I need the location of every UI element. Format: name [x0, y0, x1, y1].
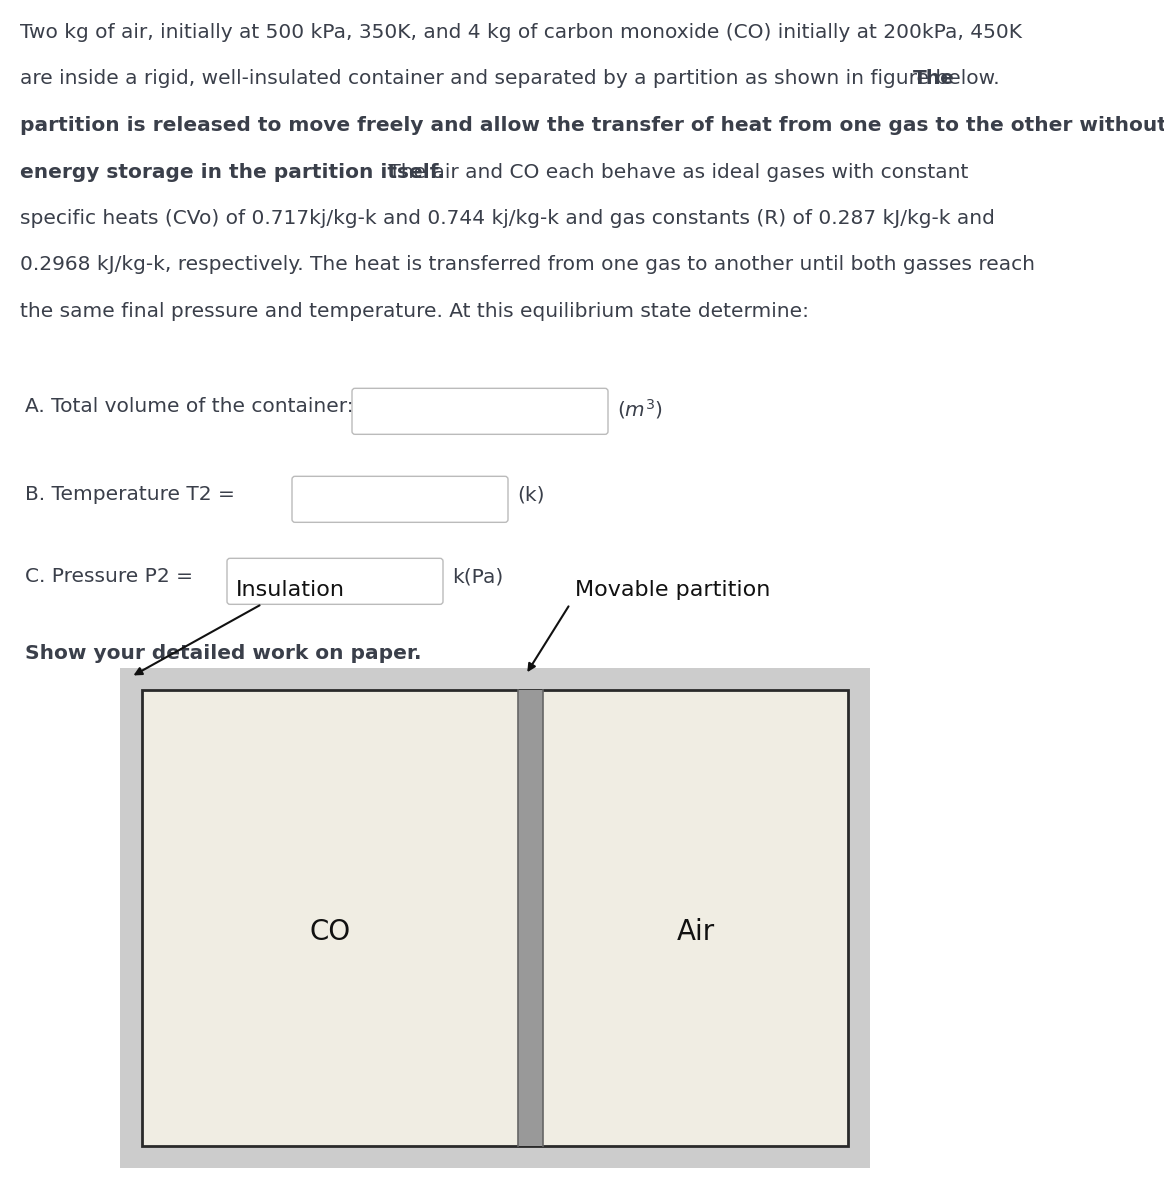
Text: k(Pa): k(Pa): [452, 568, 503, 586]
Text: CO: CO: [310, 918, 350, 945]
Text: Air: Air: [676, 918, 715, 945]
FancyBboxPatch shape: [352, 388, 608, 435]
Text: B. Temperature T2 =: B. Temperature T2 =: [24, 485, 235, 504]
Text: specific heats (CVo) of 0.717kj/kg-k and 0.744 kj/kg-k and gas constants (R) of : specific heats (CVo) of 0.717kj/kg-k and…: [20, 208, 995, 228]
FancyBboxPatch shape: [292, 477, 508, 522]
Bar: [120, 668, 870, 1168]
Text: $(m^3)$: $(m^3)$: [617, 398, 663, 422]
Text: are inside a rigid, well-insulated container and separated by a partition as sho: are inside a rigid, well-insulated conta…: [20, 69, 1006, 89]
Text: (k): (k): [517, 485, 545, 504]
Text: Movable partition: Movable partition: [575, 580, 771, 600]
Text: Insulation: Insulation: [235, 580, 345, 600]
Text: energy storage in the partition itself.: energy storage in the partition itself.: [20, 163, 445, 182]
FancyBboxPatch shape: [227, 558, 443, 604]
Text: the same final pressure and temperature. At this equilibrium state determine:: the same final pressure and temperature.…: [20, 302, 809, 321]
Bar: [518, 690, 544, 1146]
Text: Show your detailed work on paper.: Show your detailed work on paper.: [24, 645, 421, 664]
Text: 0.2968 kJ/kg-k, respectively. The heat is transferred from one gas to another un: 0.2968 kJ/kg-k, respectively. The heat i…: [20, 255, 1035, 274]
Text: partition is released to move freely and allow the transfer of heat from one gas: partition is released to move freely and…: [20, 116, 1164, 135]
Text: A. Total volume of the container: V =: A. Total volume of the container: V =: [24, 398, 397, 417]
Text: The: The: [913, 69, 954, 89]
Bar: [142, 690, 849, 1146]
Text: The air and CO each behave as ideal gases with constant: The air and CO each behave as ideal gase…: [382, 163, 968, 182]
Text: Two kg of air, initially at 500 kPa, 350K, and 4 kg of carbon monoxide (CO) init: Two kg of air, initially at 500 kPa, 350…: [20, 23, 1022, 42]
Text: C. Pressure P2 =: C. Pressure P2 =: [24, 568, 193, 586]
